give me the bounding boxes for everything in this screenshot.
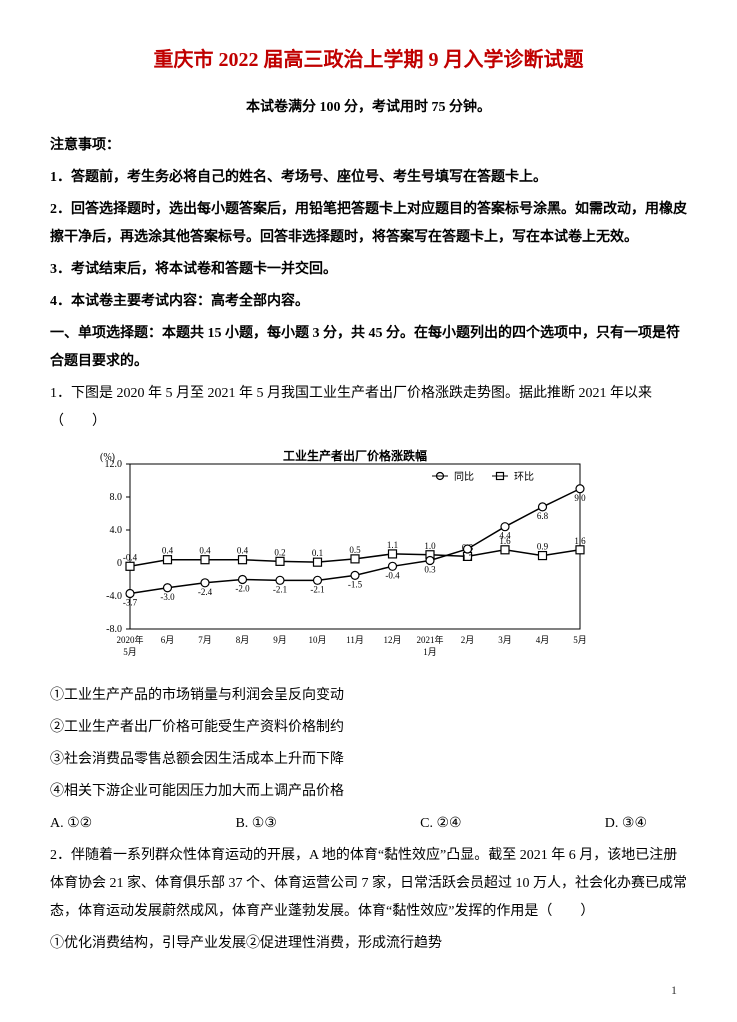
svg-text:0: 0: [117, 558, 122, 569]
svg-text:同比: 同比: [454, 471, 474, 483]
notice-item: 2．回答选择题时，选出每小题答案后，用铅笔把答题卡上对应题目的答案标号涂黑。如需…: [50, 196, 687, 252]
section-header: 一、单项选择题：本题共 15 小题，每小题 3 分，共 45 分。在每小题列出的…: [50, 320, 687, 376]
svg-text:11月: 11月: [346, 635, 364, 645]
svg-text:4.4: 4.4: [499, 531, 511, 541]
svg-text:5月: 5月: [573, 635, 587, 645]
svg-text:1.7: 1.7: [462, 553, 474, 563]
svg-text:2020年: 2020年: [116, 634, 143, 645]
q1-stem: 1．下图是 2020 年 5 月至 2021 年 5 月我国工业生产者出厂价格涨…: [50, 380, 687, 436]
svg-text:4.0: 4.0: [110, 525, 123, 536]
svg-text:0.4: 0.4: [237, 546, 249, 556]
line-chart-svg: -8.0-4.004.08.012.0(%)工业生产者出厂价格涨跌幅同比环比20…: [80, 444, 600, 674]
price-chart: -8.0-4.004.08.012.0(%)工业生产者出厂价格涨跌幅同比环比20…: [80, 444, 687, 674]
svg-text:1.0: 1.0: [424, 541, 436, 551]
option-b: B. ①③: [235, 810, 276, 838]
svg-text:-3.0: -3.0: [160, 592, 175, 602]
svg-text:4月: 4月: [536, 635, 550, 645]
svg-text:9.0: 9.0: [574, 493, 586, 503]
svg-text:-2.1: -2.1: [273, 584, 287, 594]
svg-text:-8.0: -8.0: [106, 624, 122, 635]
notice-item: 3．考试结束后，将本试卷和答题卡一并交回。: [50, 256, 687, 284]
svg-text:-2.4: -2.4: [198, 587, 213, 597]
svg-text:6.8: 6.8: [537, 511, 549, 521]
svg-text:环比: 环比: [514, 471, 534, 483]
svg-text:1.1: 1.1: [387, 540, 398, 550]
svg-text:0.2: 0.2: [274, 547, 285, 557]
notice-header: 注意事项：: [50, 132, 687, 160]
q1-item: ④相关下游企业可能因压力加大而上调产品价格: [50, 778, 687, 806]
svg-text:0.4: 0.4: [199, 546, 211, 556]
notice-item: 1．答题前，考生务必将自己的姓名、考场号、座位号、考生号填写在答题卡上。: [50, 164, 687, 192]
svg-text:(%): (%): [100, 452, 115, 463]
svg-text:-2.0: -2.0: [235, 584, 250, 594]
q1-options: A. ①② B. ①③ C. ②④ D. ③④: [50, 810, 687, 838]
option-d: D. ③④: [605, 810, 647, 838]
svg-text:1.6: 1.6: [574, 536, 586, 546]
q2-items-line: ①优化消费结构，引导产业发展②促进理性消费，形成流行趋势: [50, 930, 687, 958]
q1-item: ①工业生产产品的市场销量与利润会呈反向变动: [50, 682, 687, 710]
svg-text:12月: 12月: [383, 635, 401, 645]
svg-text:工业生产者出厂价格涨跌幅: 工业生产者出厂价格涨跌幅: [283, 448, 427, 463]
svg-text:0.5: 0.5: [349, 545, 361, 555]
svg-text:2021年: 2021年: [416, 634, 443, 645]
svg-text:2月: 2月: [461, 635, 475, 645]
svg-text:-4.0: -4.0: [106, 591, 122, 602]
svg-text:10月: 10月: [308, 635, 326, 645]
svg-text:5月: 5月: [123, 647, 137, 657]
q1-item: ②工业生产者出厂价格可能受生产资料价格制约: [50, 714, 687, 742]
svg-text:0.4: 0.4: [162, 546, 174, 556]
svg-text:-2.1: -2.1: [310, 584, 324, 594]
svg-text:0.3: 0.3: [424, 565, 436, 575]
exam-title: 重庆市 2022 届高三政治上学期 9 月入学诊断试题: [50, 40, 687, 80]
page-number: 1: [50, 978, 687, 1002]
option-a: A. ①②: [50, 810, 92, 838]
svg-text:1月: 1月: [423, 647, 437, 657]
svg-text:8月: 8月: [236, 635, 250, 645]
svg-text:6月: 6月: [161, 635, 175, 645]
svg-text:8.0: 8.0: [110, 492, 123, 503]
svg-text:9月: 9月: [273, 635, 287, 645]
svg-text:-0.4: -0.4: [123, 552, 138, 562]
q1-item: ③社会消费品零售总额会因生活成本上升而下降: [50, 746, 687, 774]
svg-text:7月: 7月: [198, 635, 212, 645]
svg-text:0.1: 0.1: [312, 548, 323, 558]
exam-subtitle: 本试卷满分 100 分，考试用时 75 分钟。: [50, 94, 687, 122]
svg-text:-3.7: -3.7: [123, 598, 138, 608]
notice-item: 4．本试卷主要考试内容：高考全部内容。: [50, 288, 687, 316]
q2-stem: 2．伴随着一系列群众性体育运动的开展，A 地的体育“黏性效应”凸显。截至 202…: [50, 842, 687, 926]
svg-text:3月: 3月: [498, 635, 512, 645]
svg-text:-0.4: -0.4: [385, 570, 400, 580]
option-c: C. ②④: [420, 810, 461, 838]
svg-text:-1.5: -1.5: [348, 579, 363, 589]
svg-text:0.9: 0.9: [537, 542, 549, 552]
